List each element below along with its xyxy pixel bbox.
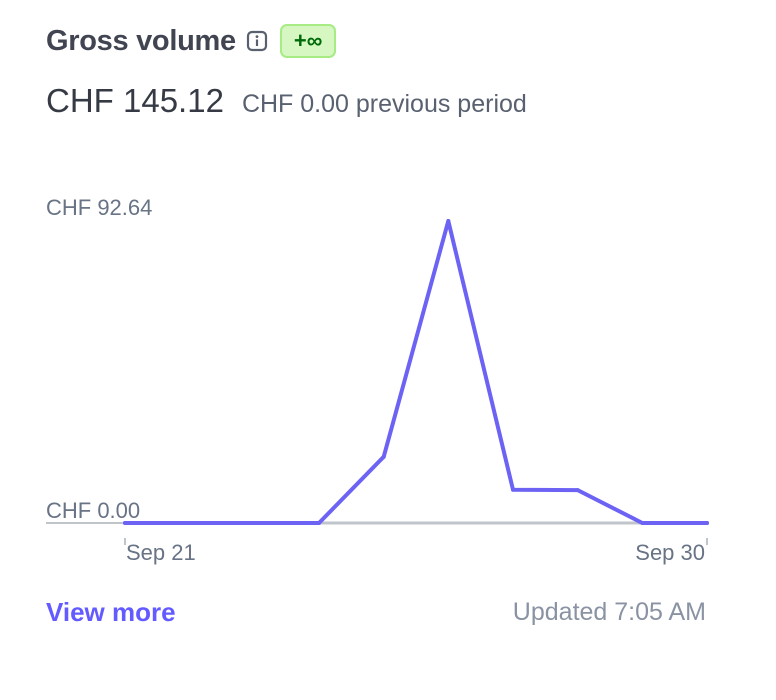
updated-timestamp: Updated 7:05 AM — [512, 598, 706, 626]
view-more-link[interactable]: View more — [46, 597, 176, 627]
amount-summary: CHF 145.12 CHF 0.00 previous period — [46, 82, 527, 120]
data-point-sep-30 — [705, 521, 709, 525]
previous-period-amount: CHF 0.00 previous period — [241, 90, 527, 118]
change-badge: +∞ — [279, 24, 337, 58]
data-point-sep-23 — [252, 521, 257, 525]
data-point-sep-24 — [317, 521, 321, 525]
data-point-sep-22 — [187, 521, 192, 525]
card-title: Gross volume — [46, 24, 236, 57]
x-axis-start-label: Sep 21 — [126, 540, 196, 565]
current-amount: CHF 145.12 — [46, 82, 224, 119]
info-icon[interactable] — [246, 30, 268, 52]
data-point-sep-21 — [123, 521, 127, 525]
y-axis-max-label: CHF 92.64 — [46, 195, 152, 220]
data-point-sep-27 — [511, 487, 515, 492]
y-axis-min-label: CHF 0.00 — [46, 498, 140, 523]
data-point-sep-29 — [640, 521, 645, 525]
series-line — [123, 219, 709, 525]
x-axis-end-label: Sep 30 — [635, 540, 705, 565]
data-point-sep-26 — [446, 219, 451, 223]
card-header: Gross volume +∞ — [46, 24, 337, 58]
data-point-sep-25 — [381, 454, 386, 459]
data-point-sep-28 — [575, 488, 580, 493]
data-points — [123, 219, 709, 525]
